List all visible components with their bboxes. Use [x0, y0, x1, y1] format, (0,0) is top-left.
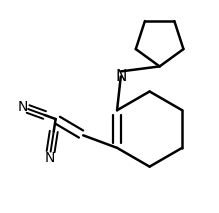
Text: N: N: [17, 100, 28, 114]
Text: N: N: [44, 151, 55, 166]
Text: N: N: [115, 69, 127, 84]
